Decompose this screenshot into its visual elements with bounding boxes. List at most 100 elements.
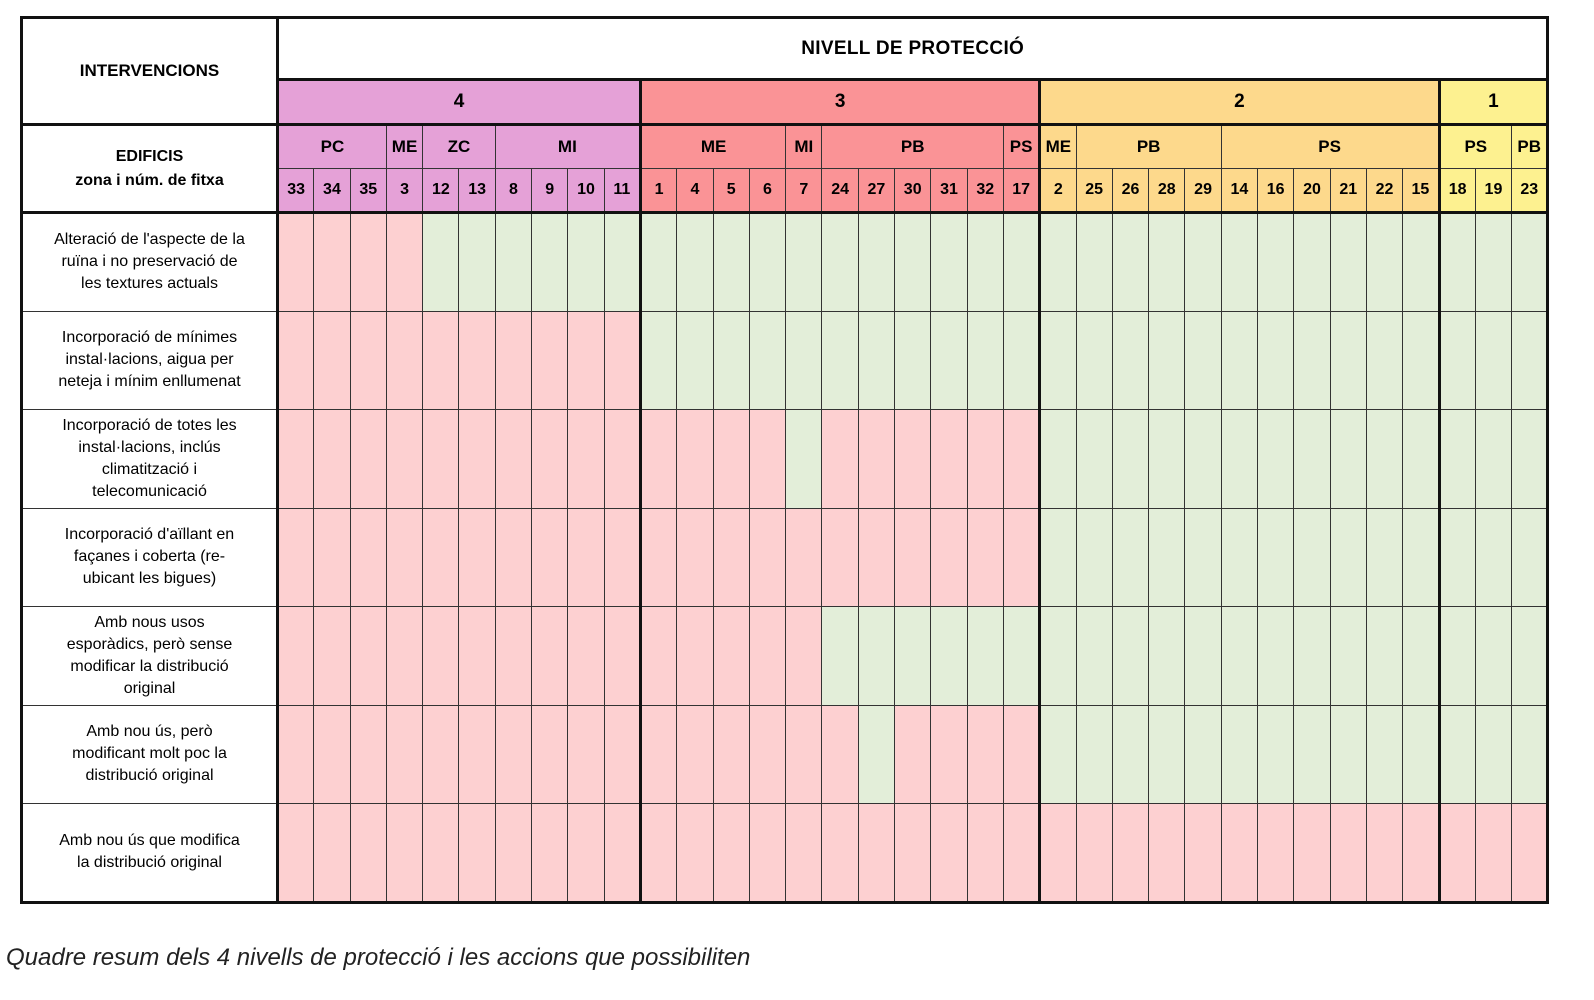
cell-allowed — [1329, 310, 1367, 410]
intervention-label-line: modificant molt poc la — [72, 745, 227, 763]
cell-not-allowed — [385, 606, 424, 706]
cell-allowed — [1111, 606, 1150, 706]
cell-not-allowed — [676, 606, 714, 706]
cell-allowed — [1184, 704, 1222, 804]
cell-allowed — [857, 212, 896, 312]
cell-allowed — [1293, 409, 1331, 509]
building-number: 31 — [930, 168, 968, 214]
cell-not-allowed — [894, 704, 932, 804]
cell-allowed — [1075, 310, 1113, 410]
cell-not-allowed — [821, 507, 859, 607]
cell-allowed — [857, 310, 896, 410]
building-number: 10 — [567, 168, 605, 214]
cell-allowed — [1075, 507, 1113, 607]
cell-allowed — [1329, 212, 1367, 312]
cell-allowed — [1111, 507, 1150, 607]
zone-header-me: ME — [385, 124, 424, 169]
cell-allowed — [1474, 409, 1513, 509]
cell-allowed — [1257, 704, 1295, 804]
cell-not-allowed — [458, 803, 496, 903]
cell-not-allowed — [531, 507, 569, 607]
cell-not-allowed — [1511, 803, 1549, 903]
building-number: 29 — [1184, 168, 1222, 214]
cell-not-allowed — [567, 704, 605, 804]
cell-allowed — [1293, 606, 1331, 706]
cell-not-allowed — [313, 212, 351, 312]
building-number: 23 — [1511, 168, 1549, 214]
intervention-label-line: neteja i mínim enllumenat — [58, 373, 241, 391]
cell-not-allowed — [966, 507, 1004, 607]
cell-not-allowed — [276, 310, 315, 410]
intervention-label: Amb nou ús que modifica la distribució or… — [21, 803, 279, 903]
cell-allowed — [1148, 606, 1186, 706]
cell-allowed — [1402, 212, 1440, 312]
cell-not-allowed — [603, 507, 641, 607]
building-number: 24 — [821, 168, 859, 214]
cell-allowed — [966, 212, 1004, 312]
intervention-label-line: Alteració de l'aspecte de la — [54, 231, 245, 249]
cell-not-allowed — [676, 507, 714, 607]
cell-allowed — [1474, 212, 1513, 312]
cell-allowed — [1220, 606, 1259, 706]
cell-not-allowed — [313, 704, 351, 804]
intervention-label-line: distribució original — [85, 767, 214, 785]
building-number: 12 — [422, 168, 460, 214]
cell-not-allowed — [1184, 803, 1222, 903]
cell-not-allowed — [458, 310, 496, 410]
cell-not-allowed — [458, 409, 496, 509]
cell-allowed — [930, 212, 968, 312]
cell-not-allowed — [349, 606, 387, 706]
intervention-label: Amb nous usos esporàdics, però sense modif… — [21, 606, 279, 706]
building-number: 32 — [966, 168, 1004, 214]
cell-not-allowed — [894, 507, 932, 607]
building-number: 17 — [1002, 168, 1041, 214]
cell-not-allowed — [385, 310, 424, 410]
cell-allowed — [567, 212, 605, 312]
cell-not-allowed — [857, 409, 896, 509]
cell-allowed — [1148, 212, 1186, 312]
intervention-label-line: Incorporació d'aïllant en — [64, 526, 235, 544]
cell-not-allowed — [748, 409, 787, 509]
cell-allowed — [1148, 310, 1186, 410]
cell-not-allowed — [276, 704, 315, 804]
cell-not-allowed — [857, 507, 896, 607]
cell-not-allowed — [276, 507, 315, 607]
cell-allowed — [1148, 507, 1186, 607]
cell-not-allowed — [712, 803, 750, 903]
cell-not-allowed — [422, 704, 460, 804]
zone-header-zc: ZC — [422, 124, 496, 169]
cell-not-allowed — [676, 803, 714, 903]
cell-allowed — [1474, 606, 1513, 706]
intervention-label-line: Incorporació de totes les — [62, 416, 237, 434]
intervention-label-line: original — [123, 679, 176, 697]
cell-not-allowed — [531, 310, 569, 410]
cell-not-allowed — [385, 409, 424, 509]
cell-allowed — [1365, 704, 1404, 804]
zone-header-me: ME — [638, 124, 787, 169]
cell-not-allowed — [966, 704, 1004, 804]
cell-allowed — [1402, 606, 1440, 706]
cell-not-allowed — [422, 507, 460, 607]
buildings-label: EDIFICIS — [115, 147, 184, 165]
cell-allowed — [1293, 310, 1331, 410]
cell-not-allowed — [458, 704, 496, 804]
cell-allowed — [1257, 606, 1295, 706]
cell-allowed — [712, 212, 750, 312]
cell-allowed — [785, 310, 823, 410]
zone-header-pb: PB — [1511, 124, 1549, 169]
building-number: 1 — [638, 168, 678, 214]
cell-not-allowed — [422, 606, 460, 706]
cell-allowed — [422, 212, 460, 312]
intervention-label-line: Amb nou ús, però — [86, 723, 213, 741]
cell-allowed — [1437, 212, 1476, 312]
cell-not-allowed — [821, 803, 859, 903]
zone-header-ps: PS — [1220, 124, 1440, 169]
zone-header-mi: MI — [785, 124, 823, 169]
cell-not-allowed — [1002, 409, 1041, 509]
cell-allowed — [1329, 704, 1367, 804]
cell-not-allowed — [748, 507, 787, 607]
cell-allowed — [458, 212, 496, 312]
cell-allowed — [1437, 606, 1476, 706]
cell-not-allowed — [349, 704, 387, 804]
level-header-4: 4 — [277, 79, 641, 126]
